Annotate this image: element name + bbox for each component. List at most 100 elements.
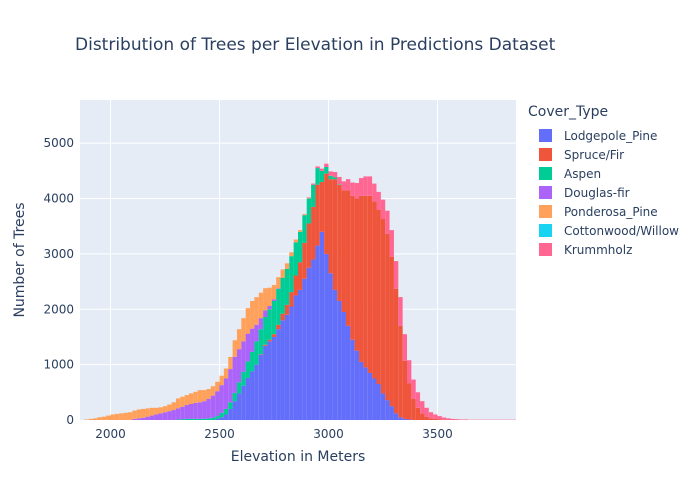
bar-segment bbox=[154, 414, 159, 420]
bar-segment bbox=[223, 414, 229, 420]
bar-segment bbox=[332, 179, 338, 290]
bar-segment bbox=[280, 269, 285, 278]
legend-swatch bbox=[539, 243, 552, 256]
bar-segment bbox=[245, 361, 251, 378]
bar-segment bbox=[367, 195, 373, 373]
bar-segment bbox=[428, 412, 434, 419]
bar-segment bbox=[393, 413, 399, 420]
legend-item[interactable]: Lodgepole_Pine bbox=[528, 126, 679, 145]
bar-segment bbox=[171, 402, 176, 411]
bar-segment bbox=[232, 401, 237, 420]
bar-segment bbox=[180, 419, 185, 420]
bar-segment bbox=[149, 415, 155, 420]
bar-segment bbox=[315, 245, 320, 420]
bar-segment bbox=[350, 182, 355, 196]
bar-segment bbox=[289, 256, 294, 293]
bar-segment bbox=[236, 329, 242, 350]
bar-segment bbox=[385, 400, 390, 420]
bar-segment bbox=[228, 369, 233, 403]
bar-segment bbox=[302, 214, 307, 216]
bar-segment bbox=[302, 242, 307, 279]
bar-segment bbox=[298, 289, 303, 420]
bar-segment bbox=[354, 183, 360, 199]
bar-segment bbox=[337, 300, 342, 420]
bar-segment bbox=[337, 184, 342, 185]
bar-segment bbox=[345, 190, 351, 326]
bar-segment bbox=[228, 408, 233, 420]
bar-segment bbox=[328, 171, 333, 176]
bar-segment bbox=[210, 417, 216, 420]
x-tick-label: 3000 bbox=[313, 427, 344, 441]
legend-item[interactable]: Spruce/Fir bbox=[528, 145, 679, 164]
bar-segment bbox=[136, 418, 142, 420]
bar-segment bbox=[376, 209, 381, 385]
legend-item[interactable]: Aspen bbox=[528, 164, 679, 183]
bar-segment bbox=[385, 210, 390, 234]
bar-segment bbox=[393, 288, 399, 414]
x-tick-label: 2500 bbox=[204, 427, 235, 441]
bar-segment bbox=[193, 391, 198, 403]
bar-segment bbox=[311, 183, 316, 185]
bar-segment bbox=[276, 324, 281, 330]
bar-segment bbox=[306, 267, 312, 420]
bar-segment bbox=[372, 201, 377, 379]
bar-segment bbox=[167, 411, 172, 420]
bar-segment bbox=[415, 392, 421, 408]
bar-segment bbox=[110, 414, 115, 420]
bar-segment bbox=[271, 300, 277, 335]
legend-label: Ponderosa_Pine bbox=[564, 204, 658, 219]
bar-segment bbox=[337, 184, 342, 301]
bar-segment bbox=[354, 198, 360, 351]
legend-item[interactable]: Ponderosa_Pine bbox=[528, 202, 679, 221]
legend-item[interactable]: Krummholz bbox=[528, 240, 679, 259]
bar-segment bbox=[271, 334, 277, 337]
bar-segment bbox=[324, 173, 329, 254]
bar-segment bbox=[367, 176, 373, 196]
bar-segment bbox=[184, 418, 189, 420]
bar-segment bbox=[245, 333, 251, 362]
bar-segment bbox=[241, 341, 246, 372]
bar-segment bbox=[389, 256, 394, 407]
bar-segment bbox=[319, 231, 325, 420]
x-axis-title: Elevation in Meters bbox=[231, 449, 366, 465]
bar-segment bbox=[276, 329, 281, 420]
bar-segment bbox=[372, 378, 377, 420]
bar-segment bbox=[250, 351, 255, 372]
bar-segment bbox=[289, 292, 294, 307]
bar-segment bbox=[258, 318, 264, 330]
y-tick-label: 5000 bbox=[43, 136, 74, 150]
bar-segment bbox=[106, 415, 111, 420]
bar-segment bbox=[197, 418, 203, 420]
bar-segment bbox=[206, 398, 211, 419]
bar-segment bbox=[293, 242, 298, 276]
bar-segment bbox=[215, 418, 220, 420]
bar-segment bbox=[236, 393, 242, 420]
legend-item[interactable]: Douglas-fir bbox=[528, 183, 679, 202]
bar-segment bbox=[258, 292, 264, 319]
x-tick-label: 3500 bbox=[422, 427, 453, 441]
y-tick-label: 1000 bbox=[43, 358, 74, 372]
bar-segment bbox=[206, 388, 211, 399]
bar-segment bbox=[271, 299, 277, 301]
bar-segment bbox=[263, 310, 268, 318]
bar-segment bbox=[180, 406, 185, 420]
legend-label: Douglas-fir bbox=[564, 185, 630, 200]
bar-segment bbox=[141, 408, 146, 418]
bar-segment bbox=[280, 277, 285, 314]
y-tick-label: 0 bbox=[66, 413, 74, 427]
bar-segment bbox=[241, 385, 246, 420]
legend: Cover_Type Lodgepole_Pine Spruce/Fir Aspen… bbox=[528, 104, 679, 259]
bar-segment bbox=[245, 308, 251, 334]
bar-segment bbox=[345, 179, 351, 191]
bar-segment bbox=[315, 166, 320, 169]
bar-segment bbox=[354, 350, 360, 420]
legend-item[interactable]: Cottonwood/Willow bbox=[528, 221, 679, 240]
bar-segment bbox=[189, 393, 194, 404]
bar-segment bbox=[302, 278, 307, 420]
bar-segment bbox=[215, 416, 220, 419]
bar-segment bbox=[171, 410, 176, 420]
bar-segment bbox=[411, 379, 416, 399]
bar-segment bbox=[154, 407, 159, 415]
bar-segment bbox=[254, 324, 259, 342]
